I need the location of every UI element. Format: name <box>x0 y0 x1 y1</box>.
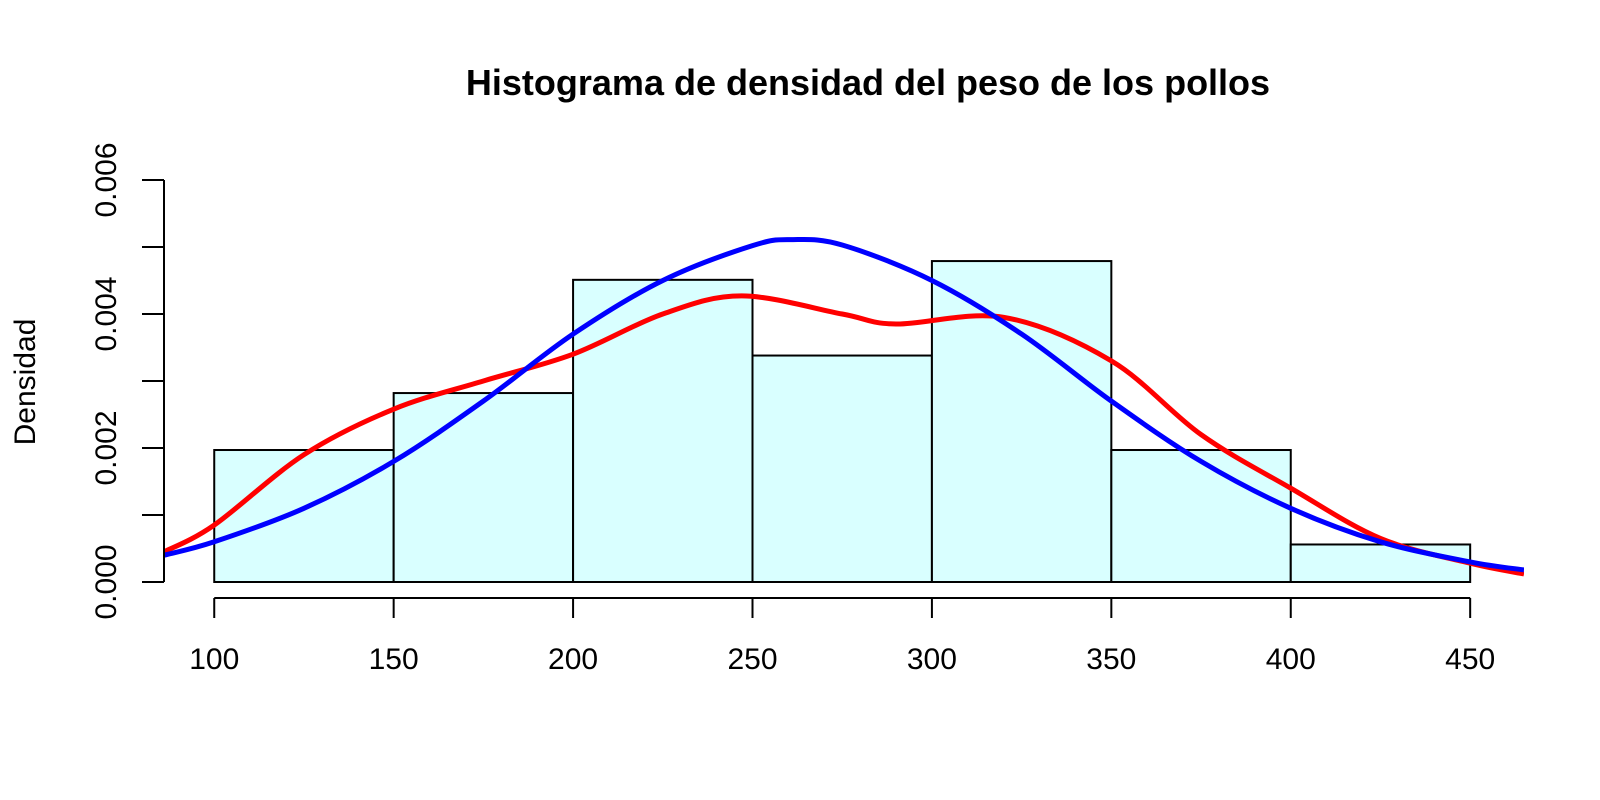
x-tick-label: 350 <box>1086 643 1136 676</box>
y-axis-label: Densidad <box>9 319 42 446</box>
density-curve-red <box>164 293 1524 577</box>
y-tick-label: 0.006 <box>90 142 123 217</box>
histogram-bar <box>1110 449 1292 584</box>
x-tick-label: 400 <box>1266 643 1316 676</box>
x-axis: 100 150 200 250 300 350 400 450 <box>189 597 1495 676</box>
histogram-bar <box>392 392 575 583</box>
x-tick-label: 100 <box>189 643 239 676</box>
chart-title: Histograma de densidad del peso de los p… <box>466 62 1270 103</box>
histogram-bar <box>751 354 933 584</box>
density-curves <box>164 236 1524 577</box>
y-tick-label: 0.004 <box>90 276 123 351</box>
histogram-bar <box>930 260 1113 583</box>
x-tick-label: 150 <box>369 643 419 676</box>
histogram-bar <box>213 449 395 584</box>
density-curve-blue <box>164 236 1524 573</box>
histogram-bar <box>572 278 754 583</box>
y-tick-label: 0.002 <box>90 410 123 485</box>
x-tick-label: 250 <box>727 643 777 676</box>
x-tick-label: 300 <box>907 643 957 676</box>
x-tick-label: 450 <box>1445 643 1495 676</box>
histogram-bar <box>1289 543 1472 583</box>
y-tick-label: 0.000 <box>90 544 123 619</box>
x-tick-label: 200 <box>548 643 598 676</box>
histogram-bars <box>213 260 1472 584</box>
y-axis: 0.000 0.002 0.004 0.006 <box>90 142 165 620</box>
